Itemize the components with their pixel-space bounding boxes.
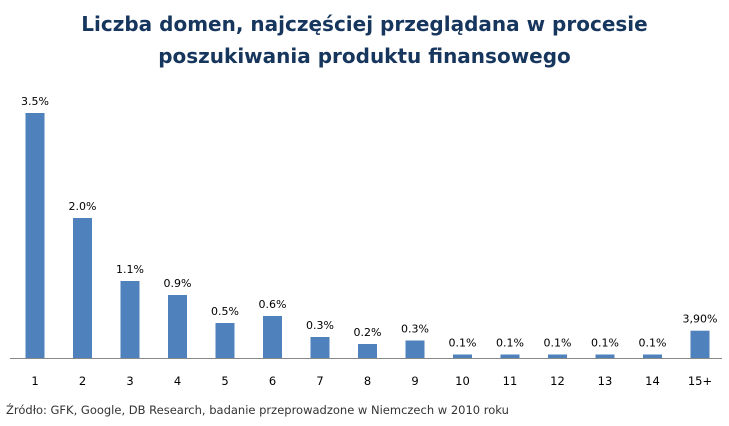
chart-title-line-1: Liczba domen, najczęściej przeglądana w …: [81, 12, 648, 36]
plot-area: 3.5% 1 2.0% 2 1.1% 3 0.9% 4 0.5% 5 0.6% 6 0.3% 7 0.2% 8…: [10, 95, 722, 388]
x-tick-label: 1: [31, 374, 38, 388]
x-tick-label: 11: [503, 374, 518, 388]
bar: [690, 330, 710, 358]
chart-title-line-2: poszukiwania produktu finansowego: [158, 44, 571, 68]
data-label: 0.3%: [401, 323, 429, 336]
data-label: 0.1%: [544, 337, 572, 350]
x-tick-label: 5: [221, 374, 228, 388]
bar: [500, 354, 520, 358]
x-tick-label: 6: [269, 374, 276, 388]
data-label: 0.9%: [164, 277, 192, 290]
x-tick-label: 10: [455, 374, 470, 388]
bar: [643, 354, 662, 358]
data-label: 0.1%: [591, 337, 619, 350]
data-label: 2.0%: [69, 200, 97, 213]
x-tick-label: 14: [645, 374, 660, 388]
data-label: 0.1%: [496, 337, 524, 350]
bar: [310, 337, 330, 358]
source-note: Źródło: GFK, Google, DB Research, badani…: [6, 403, 509, 417]
bar: [405, 340, 425, 358]
x-tick-label: 9: [411, 374, 418, 388]
data-label: 0.6%: [259, 298, 287, 311]
data-label: 3.5%: [21, 95, 49, 108]
x-tick-label: 13: [598, 374, 613, 388]
x-tick-label: 4: [174, 374, 181, 388]
bar: [263, 316, 282, 358]
bar: [453, 354, 472, 358]
data-label: 3,90%: [683, 313, 718, 326]
data-label: 1.1%: [116, 263, 144, 276]
x-tick-label: 2: [79, 374, 86, 388]
x-tick-label: 7: [316, 374, 323, 388]
bar: [595, 354, 615, 358]
data-label: 0.3%: [306, 319, 334, 332]
bar: [358, 344, 377, 358]
x-tick-label: 12: [550, 374, 565, 388]
x-tick-label: 3: [126, 374, 133, 388]
bar: [215, 323, 235, 358]
x-tick-label: 15+: [688, 374, 712, 388]
bar: [548, 354, 567, 358]
data-label: 0.1%: [639, 337, 667, 350]
bar: [168, 295, 187, 358]
x-tick-label: 8: [364, 374, 371, 388]
bar: [25, 113, 45, 358]
data-label: 0.1%: [449, 337, 477, 350]
bar: [120, 281, 140, 358]
bar: [73, 218, 92, 358]
data-label: 0.5%: [211, 305, 239, 318]
data-label: 0.2%: [354, 326, 382, 339]
